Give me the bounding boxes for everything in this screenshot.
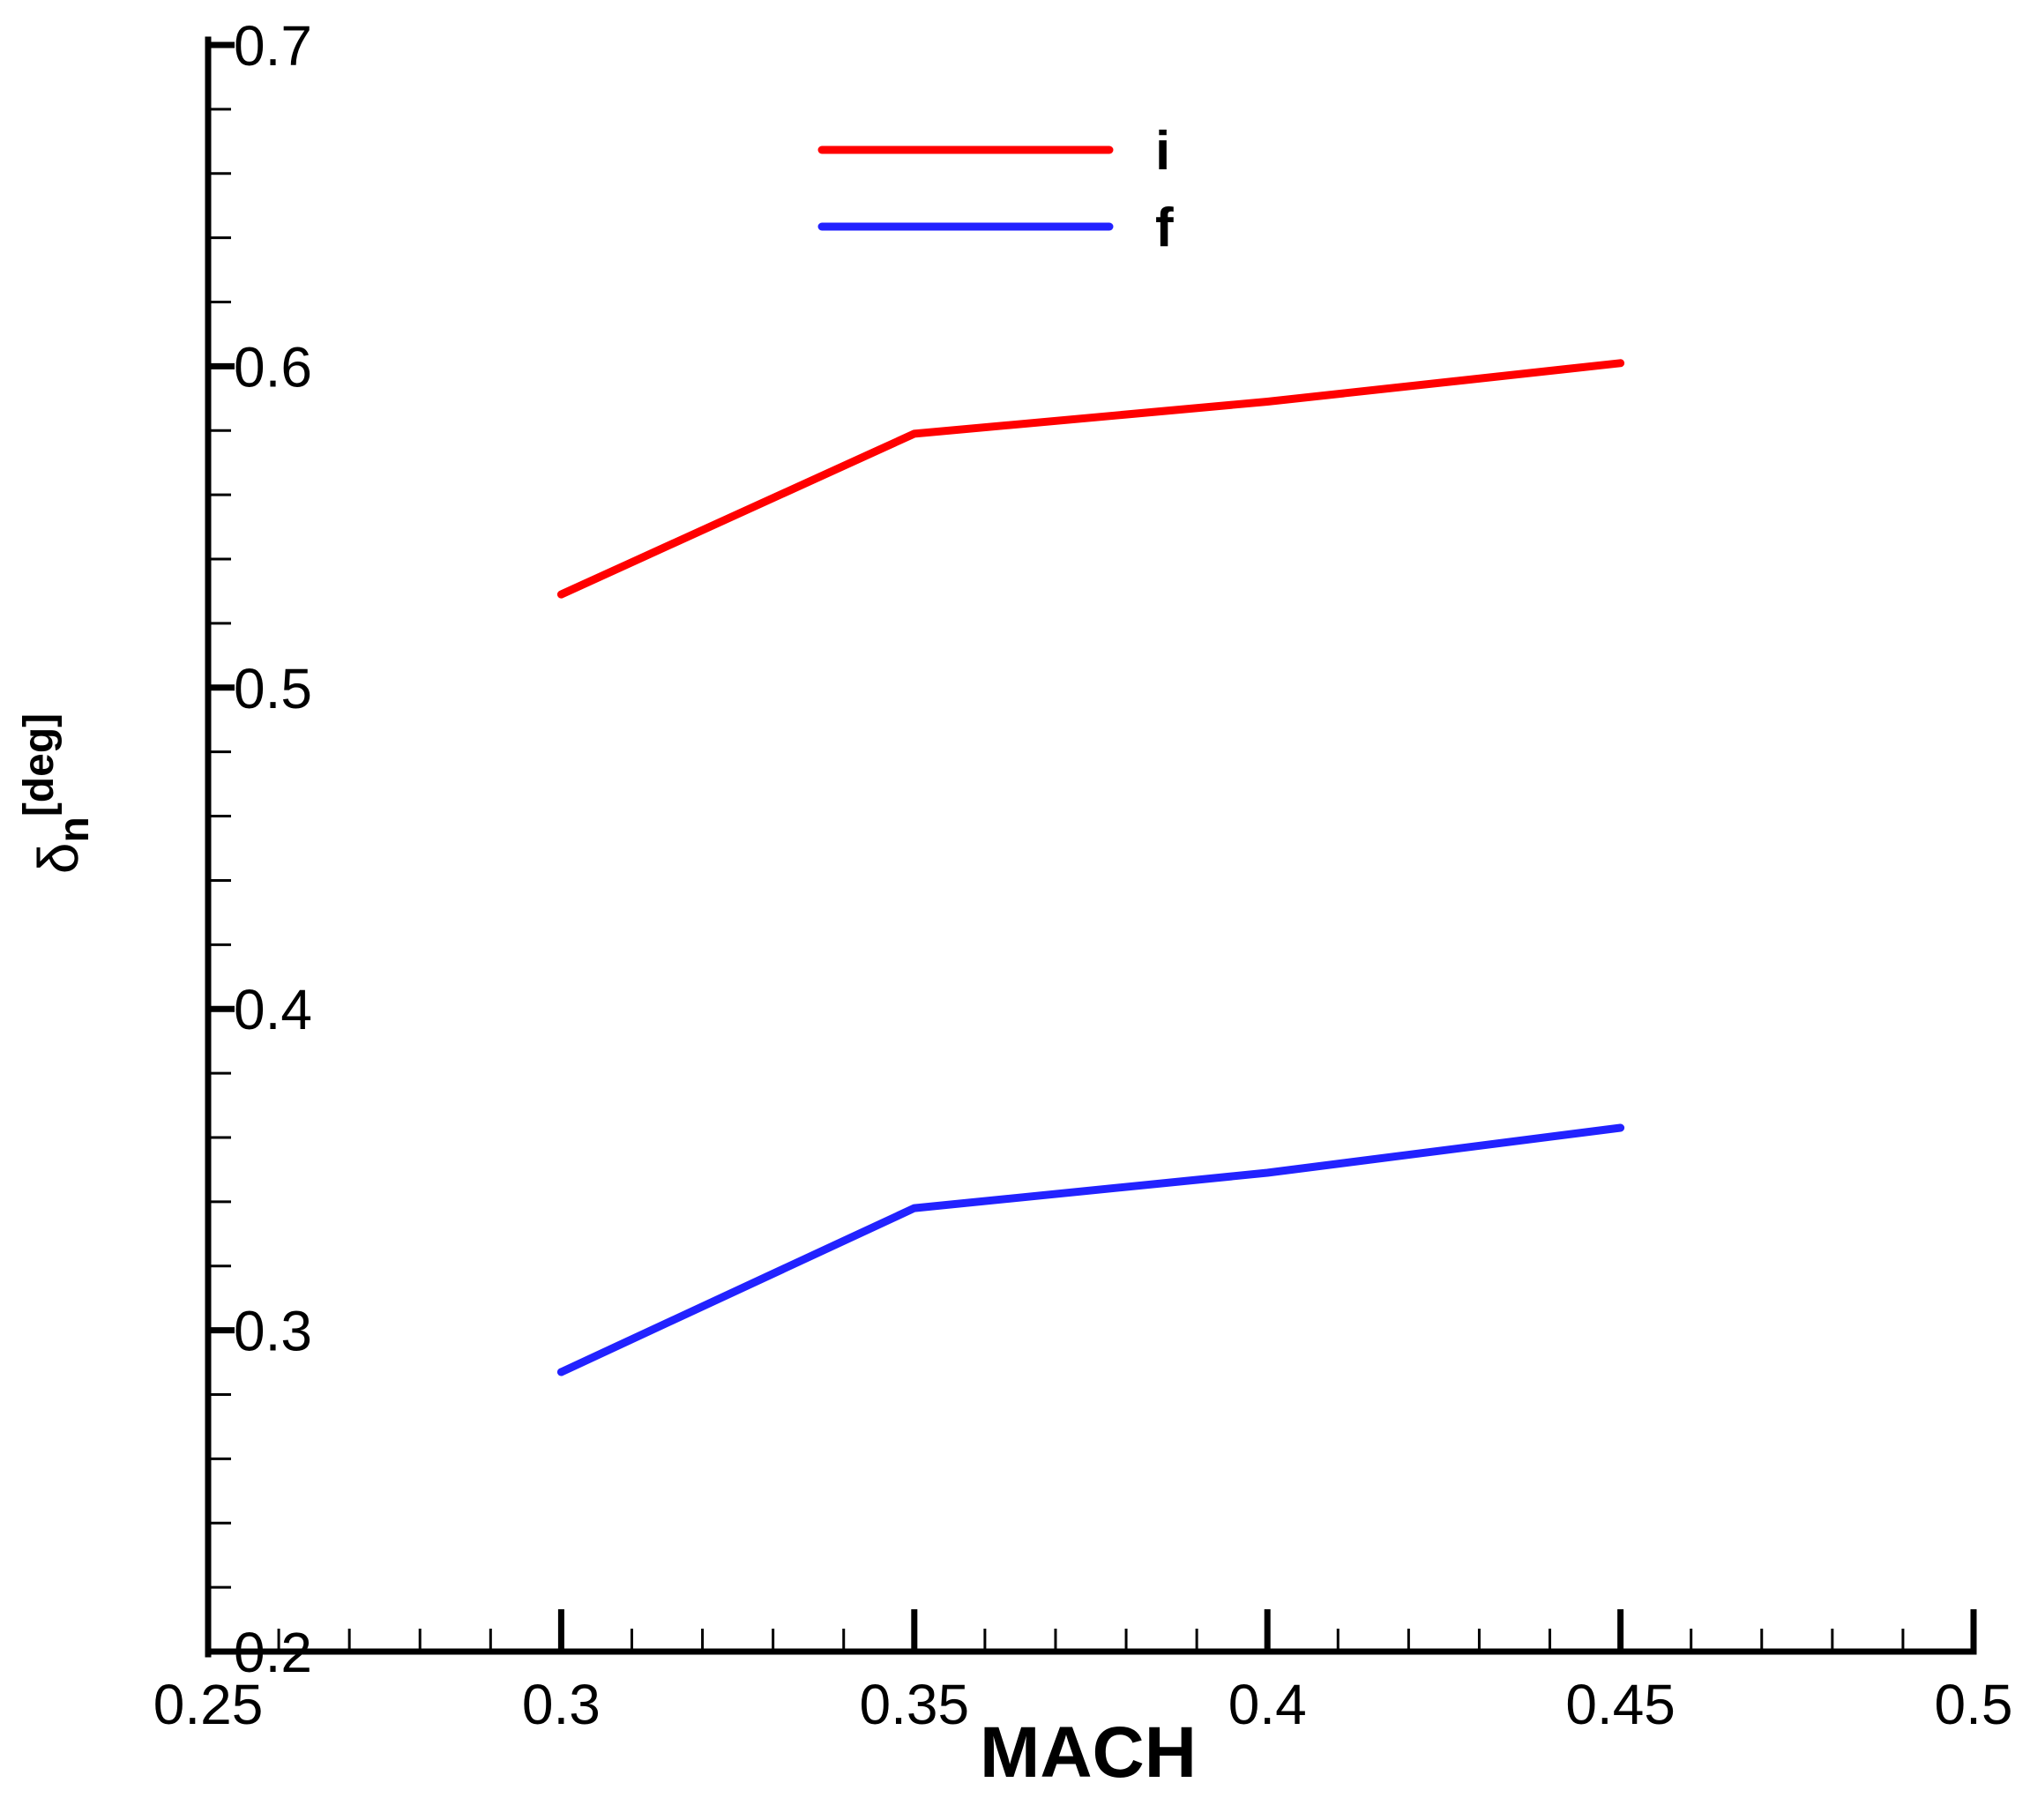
y-tick-label: 0.6 [234, 335, 312, 399]
x-tick-label: 0.35 [860, 1673, 970, 1736]
x-tick-label: 0.4 [1228, 1673, 1307, 1736]
y-tick-label: 0.2 [234, 1621, 312, 1684]
y-axis-title-symbol: δ [26, 843, 90, 875]
y-axis-title-subscript: n [51, 817, 98, 842]
y-tick-label: 0.7 [234, 14, 312, 78]
legend-label-f: f [1155, 198, 1174, 258]
svg-text:δn[deg]: δn[deg] [16, 713, 98, 874]
x-axis-title: MACH [980, 1712, 1197, 1793]
series-layer [556, 359, 1625, 1376]
x-tick-label: 0.3 [522, 1673, 601, 1736]
legend: if [817, 121, 1174, 258]
x-tick-label: 0.5 [1935, 1673, 2013, 1736]
y-tick-label: 0.5 [234, 657, 312, 720]
y-axis-title-unit: [deg] [16, 713, 63, 817]
x-tick-label: 0.45 [1565, 1673, 1675, 1736]
y-tick-label: 0.3 [234, 1300, 312, 1363]
y-axis-title: δn[deg] [16, 713, 98, 874]
series-line-f [556, 1123, 1625, 1376]
legend-label-i: i [1155, 121, 1170, 182]
y-tick-label: 0.4 [234, 978, 312, 1041]
x-tick-label: 0.25 [153, 1673, 264, 1736]
axes: 0.25 0.3 0.35 0.4 0.45 0.5 0.2 0.3 0.4 0.5 0.6 0.7 [153, 14, 2013, 1736]
series-line-i [556, 359, 1625, 599]
